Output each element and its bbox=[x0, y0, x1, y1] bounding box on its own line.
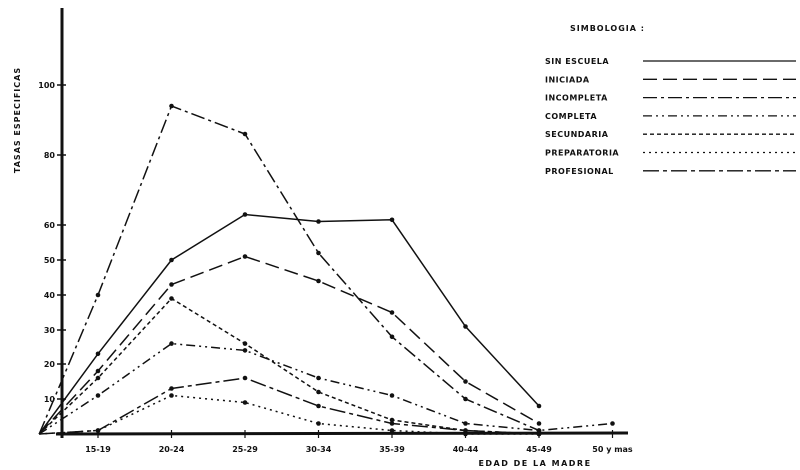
x-tick-label: 15-19 bbox=[85, 445, 111, 454]
series-line-completa bbox=[38, 342, 613, 435]
data-point bbox=[463, 379, 468, 384]
y-tick-label: 30 bbox=[44, 326, 56, 335]
y-tick-label: 50 bbox=[44, 256, 56, 265]
x-axis-line bbox=[55, 431, 629, 436]
x-tick-label: 20-24 bbox=[159, 445, 185, 454]
data-point bbox=[536, 431, 542, 437]
data-point bbox=[242, 400, 248, 405]
data-point bbox=[536, 421, 542, 426]
data-point bbox=[389, 417, 395, 423]
data-point bbox=[242, 254, 248, 259]
data-point bbox=[169, 257, 174, 263]
data-point bbox=[95, 368, 101, 374]
x-tick-label: 45-49 bbox=[526, 445, 552, 454]
y-ticks: 10 20 30 40 50 60 80 100 bbox=[38, 81, 66, 404]
series-line-incompleta bbox=[38, 105, 540, 435]
y-tick-label: 20 bbox=[44, 360, 56, 369]
y-tick-label: 80 bbox=[44, 151, 56, 160]
data-point bbox=[316, 421, 321, 426]
data-point bbox=[169, 386, 174, 391]
legend-label: COMPLETA bbox=[545, 112, 597, 121]
data-point bbox=[316, 375, 321, 381]
data-point bbox=[463, 324, 468, 329]
y-axis-label: TASAS ESPECIFICAS bbox=[13, 67, 22, 173]
data-point bbox=[463, 421, 468, 426]
data-point bbox=[169, 103, 174, 109]
data-point bbox=[95, 292, 101, 298]
data-point bbox=[610, 421, 615, 426]
data-point bbox=[169, 282, 174, 287]
data-point bbox=[463, 428, 468, 433]
data-point bbox=[169, 393, 174, 398]
series-line-iniciada bbox=[38, 255, 540, 435]
y-tick-label: 10 bbox=[44, 395, 56, 404]
legend-title: SIMBOLOGIA : bbox=[570, 24, 645, 33]
y-tick-label: 100 bbox=[38, 81, 55, 90]
x-tick-label: 25-29 bbox=[232, 445, 258, 454]
data-point bbox=[169, 341, 174, 346]
legend-label: INCOMPLETA bbox=[545, 94, 608, 103]
data-point bbox=[389, 310, 395, 315]
data-point bbox=[242, 375, 248, 381]
legend-label: INICIADA bbox=[545, 75, 590, 84]
data-point bbox=[95, 351, 101, 357]
data-point bbox=[316, 403, 321, 409]
legend-label: PROFESIONAL bbox=[545, 167, 614, 176]
chart-axes bbox=[55, 8, 629, 438]
data-point bbox=[316, 278, 321, 284]
data-point bbox=[95, 375, 101, 381]
series-group bbox=[38, 103, 615, 437]
y-tick-label: 60 bbox=[44, 221, 56, 230]
series-line-profesional bbox=[39, 377, 540, 435]
data-point bbox=[389, 334, 395, 340]
data-point bbox=[389, 421, 395, 426]
data-point bbox=[463, 431, 468, 437]
data-point bbox=[463, 396, 468, 402]
data-point bbox=[389, 428, 395, 433]
data-point bbox=[242, 131, 248, 137]
x-tick-label: 30-34 bbox=[306, 445, 332, 454]
legend: SIMBOLOGIA : SIN ESCUELA INICIADA INCOMPLE… bbox=[545, 24, 796, 176]
data-point bbox=[389, 393, 395, 398]
data-point bbox=[242, 212, 248, 217]
data-point bbox=[316, 389, 321, 395]
legend-label: SECUNDARIA bbox=[545, 130, 609, 139]
series-line-preparatoria bbox=[39, 394, 539, 435]
data-point bbox=[242, 341, 248, 346]
x-tick-label: 50 y mas bbox=[592, 445, 633, 454]
data-point bbox=[169, 296, 174, 301]
y-tick-label: 40 bbox=[44, 291, 56, 300]
legend-label: SIN ESCUELA bbox=[545, 57, 609, 66]
data-point bbox=[536, 428, 542, 433]
series-line-sin-escuela bbox=[38, 213, 540, 435]
data-point bbox=[389, 217, 395, 223]
data-point bbox=[95, 393, 101, 398]
data-point bbox=[242, 348, 248, 353]
x-tick-label: 40-44 bbox=[453, 445, 479, 454]
legend-items: SIN ESCUELA INICIADA INCOMPLETA COMPLETA SEC… bbox=[545, 57, 796, 176]
x-tick-label: 35-39 bbox=[379, 445, 405, 454]
x-ticks: 15-19 20-24 25-29 30-34 35-39 40-44 45-49 50 y … bbox=[85, 430, 633, 454]
x-axis-label: EDAD DE LA MADRE bbox=[478, 459, 591, 468]
legend-label: PREPARATORIA bbox=[545, 149, 619, 158]
data-point bbox=[316, 250, 321, 256]
data-point bbox=[536, 403, 542, 409]
data-point bbox=[95, 428, 101, 433]
data-point bbox=[316, 219, 321, 224]
